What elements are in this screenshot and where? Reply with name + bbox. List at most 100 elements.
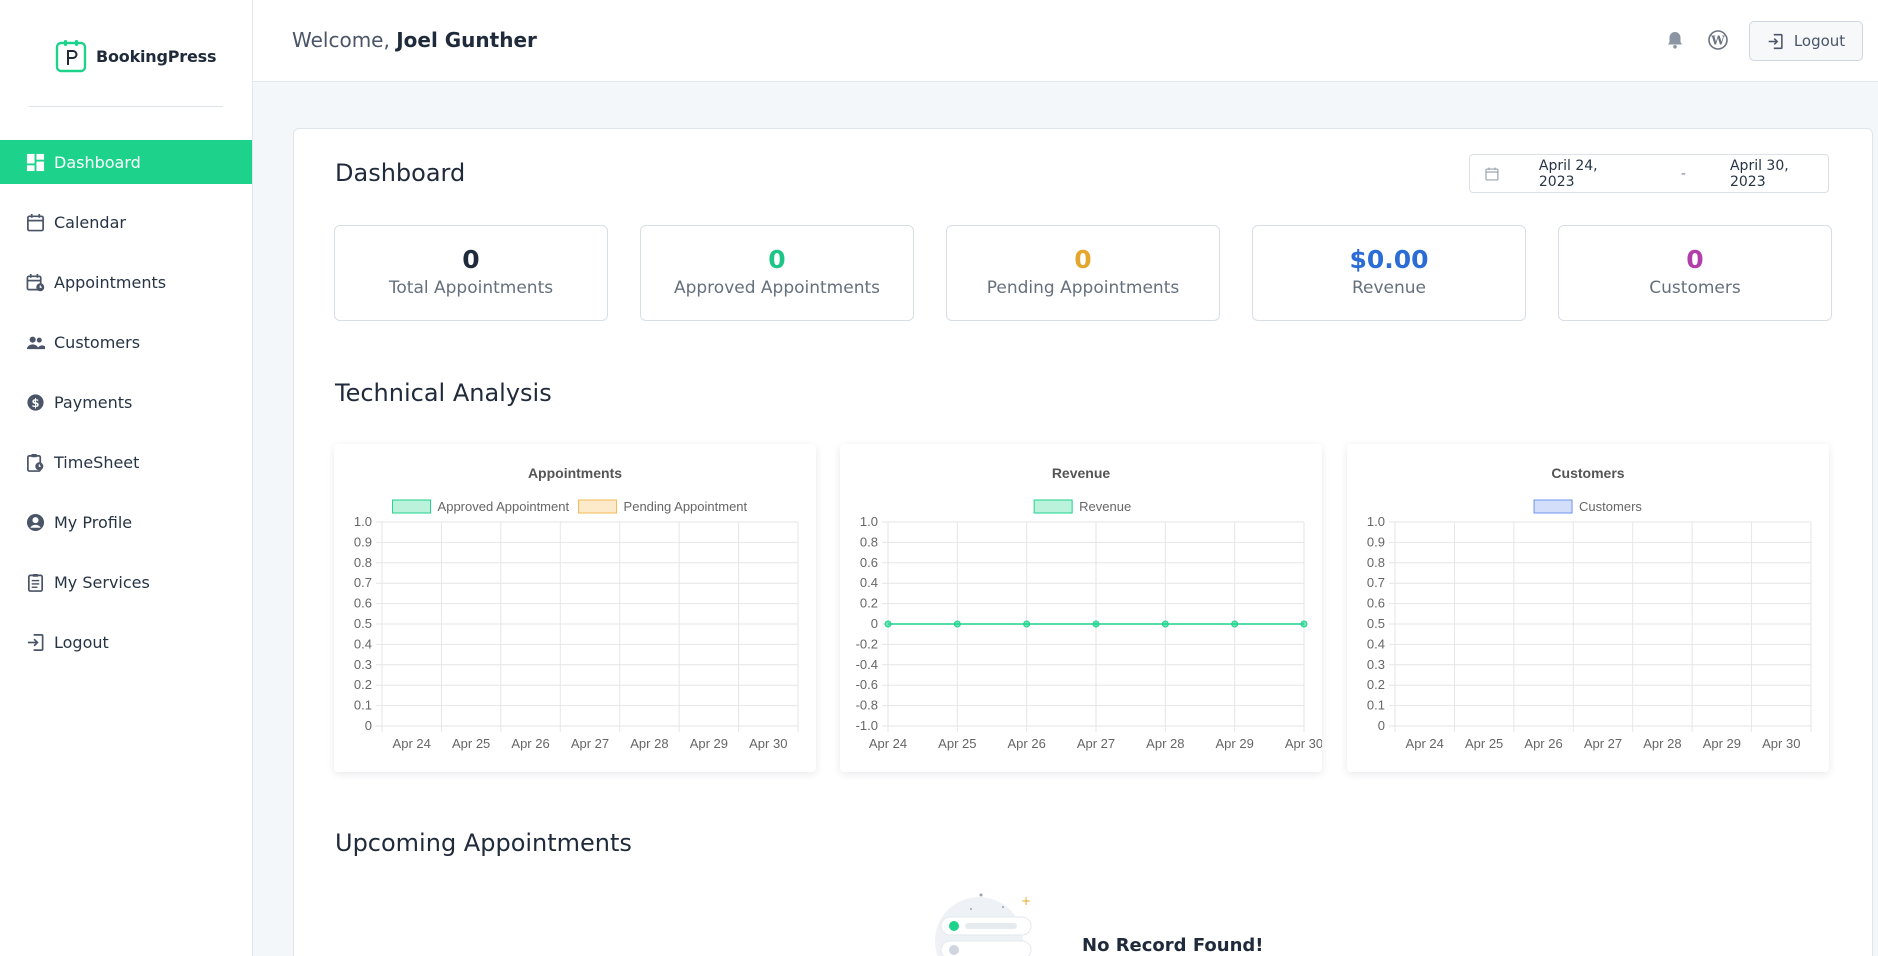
y-tick-label: 0 [1378, 718, 1385, 733]
sidebar-item-label: TimeSheet [54, 452, 140, 472]
x-tick-label: Apr 30 [749, 736, 787, 751]
x-tick-label: Apr 28 [1643, 736, 1681, 751]
x-tick-label: Apr 25 [1465, 736, 1503, 751]
legend-label: Customers [1579, 499, 1642, 514]
x-tick-label: Apr 28 [1146, 736, 1184, 751]
date-separator: - [1680, 165, 1686, 182]
chart-title: Revenue [1052, 465, 1111, 481]
y-tick-label: 0.3 [354, 657, 372, 672]
stat-pending-appointments: 0 Pending Appointments [946, 225, 1220, 321]
date-to[interactable]: April 30, 2023 [1729, 157, 1789, 190]
sidebar-item-label: My Services [54, 572, 150, 592]
bell-icon[interactable] [1665, 30, 1685, 50]
sidebar-item-label: Payments [54, 392, 133, 412]
y-tick-label: 0.1 [1367, 698, 1385, 713]
y-tick-label: -1.0 [856, 718, 878, 733]
x-tick-label: Apr 25 [452, 736, 490, 751]
y-tick-label: -0.8 [856, 698, 878, 713]
dashboard-panel: Dashboard April 24, 2023 - April 30, 202… [293, 128, 1873, 956]
y-tick-label: 0 [365, 718, 372, 733]
data-point [1092, 620, 1100, 628]
data-point [884, 620, 892, 628]
data-point [1231, 620, 1239, 628]
legend-swatch [578, 499, 618, 514]
sidebar-item-label: Logout [54, 632, 109, 652]
stat-label: Pending Appointments [986, 278, 1180, 298]
appointments-chart: Appointments Approved Appointment Pending … [354, 465, 799, 751]
sidebar-item-timesheet[interactable]: TimeSheet [0, 440, 252, 484]
y-tick-label: 1.0 [354, 514, 372, 529]
date-range-picker[interactable]: April 24, 2023 - April 30, 2023 [1469, 154, 1829, 193]
legend-swatch [1033, 499, 1073, 514]
sidebar-item-label: My Profile [54, 512, 133, 532]
y-tick-label: 0.1 [354, 698, 372, 713]
bookingpress-logo-icon [55, 40, 87, 73]
page-title: Dashboard [335, 159, 466, 187]
y-tick-label: -0.2 [856, 636, 878, 651]
x-tick-label: Apr 25 [938, 736, 976, 751]
header-logout-button[interactable]: Logout [1749, 21, 1863, 61]
y-tick-label: 1.0 [1367, 514, 1385, 529]
x-tick-label: Apr 30 [1285, 736, 1322, 751]
sidebar-item-appointments[interactable]: Appointments [0, 260, 252, 304]
legend-label: Revenue [1079, 499, 1131, 514]
svg-text:+: + [1021, 894, 1031, 908]
sidebar-item-my-services[interactable]: My Services [0, 560, 252, 604]
y-tick-label: 0.4 [354, 636, 372, 651]
sidebar-item-my-profile[interactable]: My Profile [0, 500, 252, 544]
x-tick-label: Apr 26 [1524, 736, 1562, 751]
y-tick-label: 1.0 [860, 514, 878, 529]
appointments-chart-card: Appointments Approved Appointment Pending … [334, 444, 816, 772]
x-tick-label: Apr 27 [1077, 736, 1115, 751]
welcome-message: Welcome, Joel Gunther [292, 28, 537, 52]
stat-label: Revenue [1351, 278, 1427, 298]
timesheet-icon [26, 453, 45, 472]
stats-row: 0 Total Appointments 0 Approved Appointm… [334, 225, 1832, 321]
x-tick-label: Apr 30 [1762, 736, 1800, 751]
sidebar-nav: Dashboard Calendar Appointments Customer… [0, 140, 252, 680]
stat-value: 0 [462, 245, 480, 274]
y-tick-label: 0.6 [860, 555, 878, 570]
legend-label: Approved Appointment [438, 499, 570, 514]
x-tick-label: Apr 24 [1406, 736, 1444, 751]
sidebar-item-payments[interactable]: $ Payments [0, 380, 252, 424]
customers-chart-card: Customers Customers 1.0 0.9 0.8 0.7 0.6 0.5 0.4 0… [1347, 444, 1829, 772]
x-tick-label: Apr 26 [1008, 736, 1046, 751]
revenue-chart-card: Revenue Revenue 1.0 0.8 0.6 0.4 0.2 0 -0.2 -0.4 -0… [840, 444, 1322, 772]
y-tick-label: 0.7 [354, 575, 372, 590]
sidebar-item-dashboard[interactable]: Dashboard [0, 140, 252, 184]
y-tick-label: 0.4 [1367, 636, 1385, 651]
stat-value: 0 [768, 245, 786, 274]
appointments-icon [26, 273, 45, 292]
date-from[interactable]: April 24, 2023 [1538, 157, 1598, 190]
dollar-icon: $ [26, 393, 45, 412]
chart-title: Appointments [528, 465, 622, 481]
top-header: Welcome, Joel Gunther W Logout [253, 0, 1878, 82]
sidebar-item-logout[interactable]: Logout [0, 620, 252, 664]
data-point [1300, 620, 1308, 628]
empty-state-illustration-icon: + + [935, 893, 1032, 956]
wordpress-icon[interactable]: W [1708, 30, 1728, 50]
svg-text:$: $ [32, 395, 40, 409]
sidebar-item-customers[interactable]: Customers [0, 320, 252, 364]
x-tick-label: Apr 24 [393, 736, 431, 751]
x-tick-label: Apr 24 [869, 736, 907, 751]
x-tick-label: Apr 29 [1703, 736, 1741, 751]
data-point [1161, 620, 1169, 628]
logo[interactable]: BookingPress [54, 38, 216, 74]
stat-revenue: $0.00 Revenue [1252, 225, 1526, 321]
calendar-icon [26, 213, 45, 232]
data-point [953, 620, 961, 628]
sidebar-item-calendar[interactable]: Calendar [0, 200, 252, 244]
y-tick-label: 0.7 [1367, 575, 1385, 590]
y-tick-label: 0.8 [354, 555, 372, 570]
sidebar: BookingPress Dashboard Calendar Appointm… [0, 0, 253, 956]
stat-total-appointments: 0 Total Appointments [334, 225, 608, 321]
sidebar-item-label: Customers [54, 332, 141, 352]
y-tick-label: 0.9 [1367, 534, 1385, 549]
profile-icon [26, 513, 45, 532]
empty-state-text: No Record Found! [1082, 935, 1264, 956]
svg-text:W: W [1710, 34, 1725, 48]
technical-analysis-title: Technical Analysis [335, 379, 552, 407]
data-point [1023, 620, 1031, 628]
